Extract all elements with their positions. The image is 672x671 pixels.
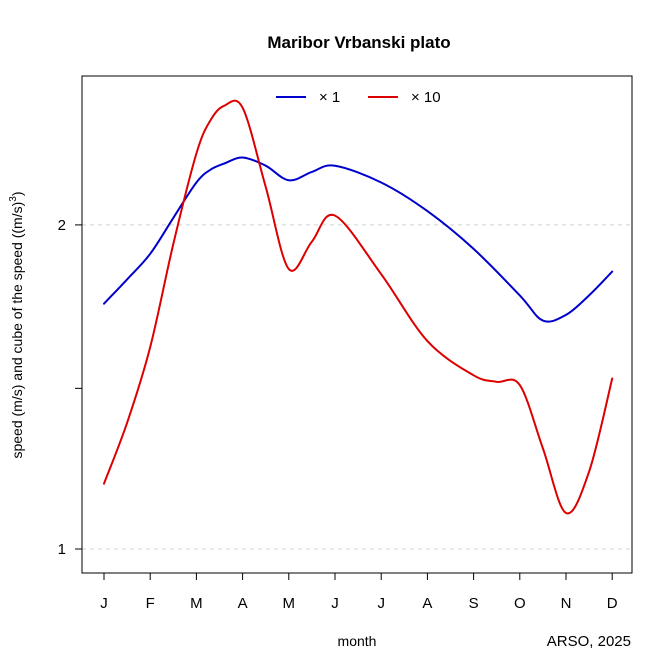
x-tick-label: S [469, 595, 479, 612]
x-tick-label: D [607, 595, 618, 612]
plot-frame [81, 75, 633, 574]
chart-title: Maribor Vrbanski plato [267, 33, 450, 52]
x-tick-label: A [238, 595, 248, 612]
series-line-2 [103, 99, 614, 515]
y-axis-label-main: speed (m/s) and cube of the speed ((m/s) [9, 202, 25, 459]
x-axis-label: month [338, 633, 377, 649]
legend-label-1: × 1 [319, 89, 340, 106]
series-layer [103, 99, 614, 515]
x-tick-label: M [190, 595, 203, 612]
credit-label: ARSO, 2025 [547, 633, 631, 650]
series-line-1 [103, 156, 614, 323]
x-tick-label: J [377, 595, 385, 612]
y-axis-label: speed (m/s) and cube of the speed ((m/s)… [8, 191, 25, 458]
gridlines [82, 224, 632, 550]
y-axis-label-superscript: 3 [8, 196, 19, 202]
x-tick-label: J [100, 595, 108, 612]
x-tick-label: F [146, 595, 155, 612]
legend: × 1 × 10 [276, 89, 441, 106]
y-tick-label: 2 [58, 217, 66, 234]
legend-label-2: × 10 [411, 89, 441, 106]
y-axis-label-close: ) [9, 191, 25, 196]
x-tick-label: O [514, 595, 526, 612]
x-tick-label: M [283, 595, 296, 612]
x-tick-label: J [331, 595, 339, 612]
x-tick-label: A [422, 595, 432, 612]
y-axis: 12 [58, 217, 83, 558]
x-tick-label: N [561, 595, 572, 612]
y-tick-label: 1 [58, 541, 66, 558]
